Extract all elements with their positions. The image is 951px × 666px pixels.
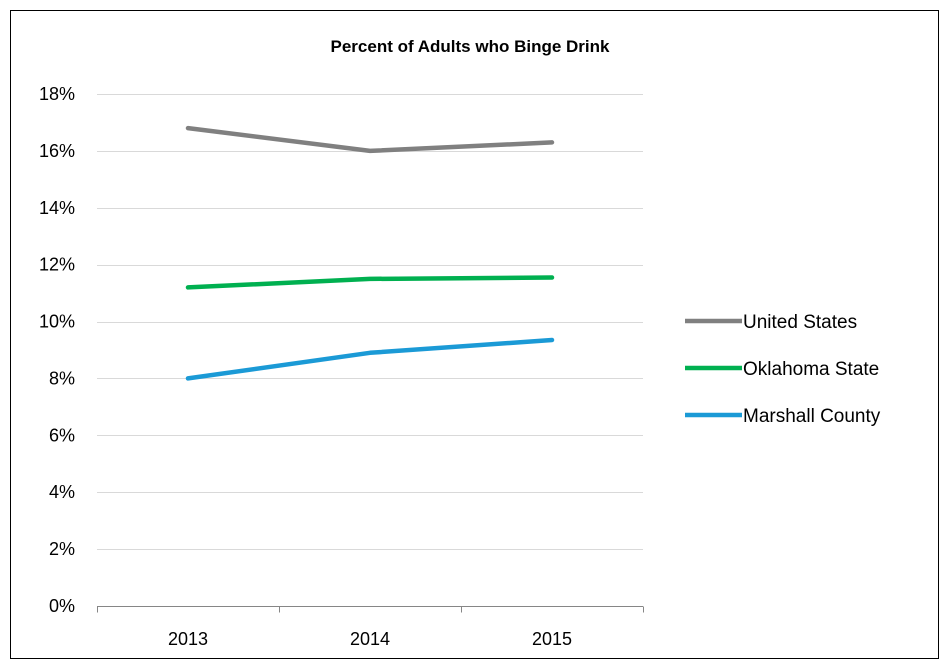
chart-border <box>10 10 939 659</box>
y-tick-label: 2% <box>49 539 75 559</box>
x-tick-label: 2013 <box>168 629 208 649</box>
y-tick-label: 18% <box>39 84 75 104</box>
legend: United States Oklahoma State Marshall Coun… <box>685 312 881 427</box>
series-lines <box>185 125 555 381</box>
series-line-marshall-county <box>185 337 555 381</box>
legend-label-united-states: United States <box>743 312 857 333</box>
series-line-united-states <box>185 125 555 154</box>
y-tick-label: 6% <box>49 425 75 445</box>
x-tick-label: 2015 <box>532 629 572 649</box>
y-axis-tick-labels: 0% 2% 4% 6% 8% 10% 12% 14% 16% 18% <box>39 84 75 616</box>
axes <box>97 606 644 613</box>
x-axis-tick-labels: 2013 2014 2015 <box>168 629 572 649</box>
legend-label-marshall-county: Marshall County <box>743 406 881 427</box>
series-line-oklahoma-state <box>185 275 555 290</box>
chart-title: Percent of Adults who Binge Drink <box>331 37 610 56</box>
y-tick-label: 16% <box>39 141 75 161</box>
y-tick-label: 10% <box>39 312 75 332</box>
y-tick-label: 8% <box>49 368 75 388</box>
x-tick-label: 2014 <box>350 629 390 649</box>
y-tick-label: 12% <box>39 255 75 275</box>
legend-label-oklahoma-state: Oklahoma State <box>743 359 879 380</box>
y-tick-label: 0% <box>49 596 75 616</box>
y-tick-label: 14% <box>39 198 75 218</box>
y-tick-label: 4% <box>49 482 75 502</box>
